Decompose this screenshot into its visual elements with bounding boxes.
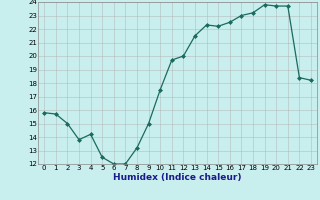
X-axis label: Humidex (Indice chaleur): Humidex (Indice chaleur) [113, 173, 242, 182]
